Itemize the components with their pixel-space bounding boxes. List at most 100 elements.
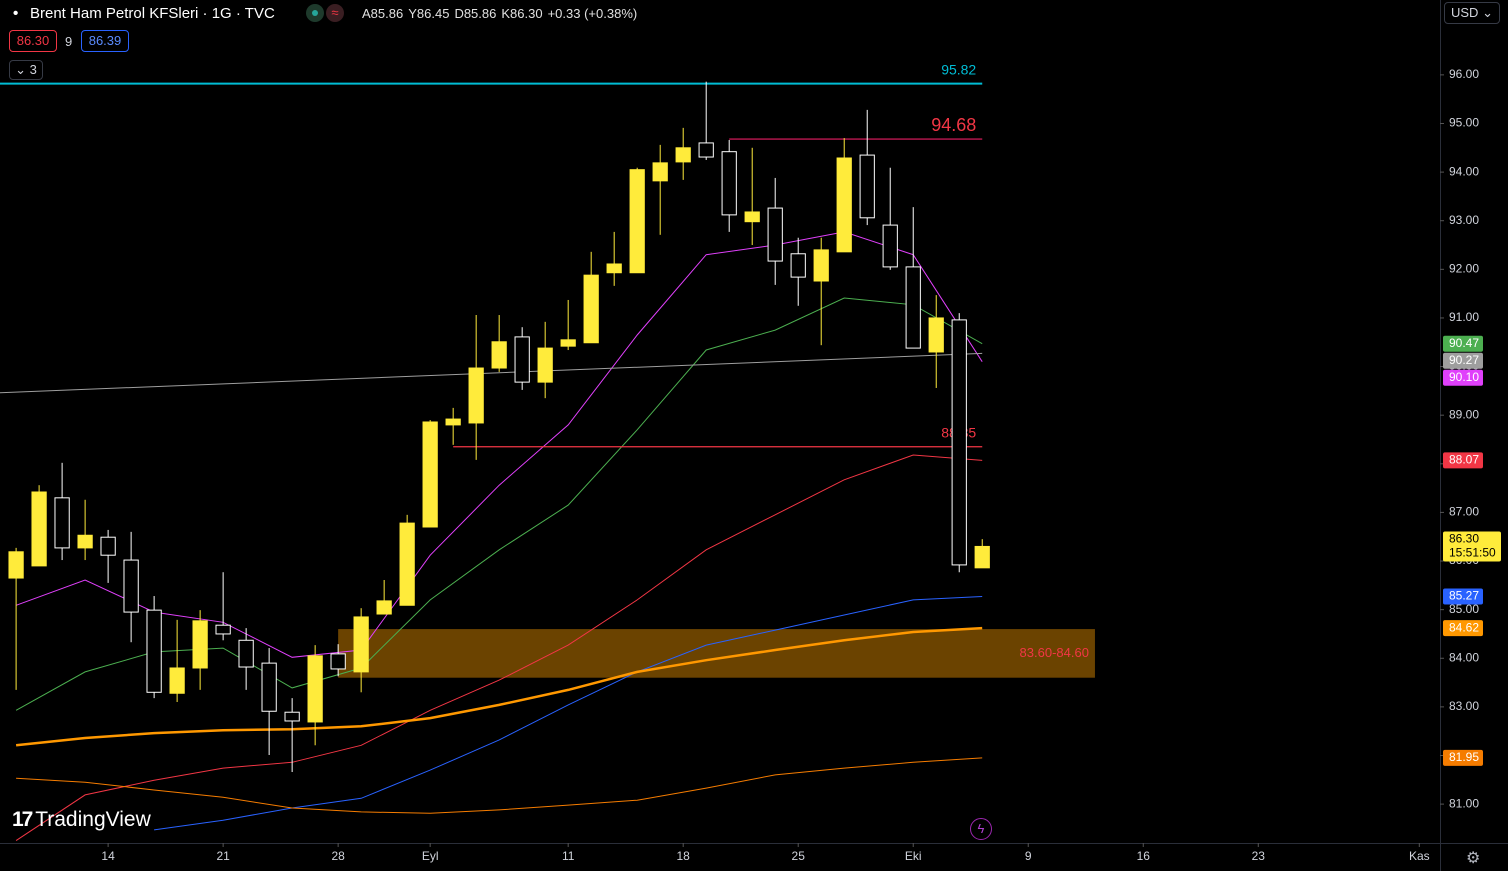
- price-tag: 90.10: [1443, 369, 1483, 386]
- zone-label: 83.60-84.60: [1020, 645, 1089, 660]
- moving-average: [15, 231, 983, 658]
- x-tick-label: 23: [1252, 849, 1266, 863]
- candle-body: [169, 667, 185, 694]
- price-tag: 85.27: [1443, 588, 1483, 605]
- logo[interactable]: 17 TradingView: [12, 808, 151, 832]
- candle-body: [537, 347, 553, 383]
- ask-button[interactable]: 86.39: [81, 30, 129, 52]
- candle-body: [215, 624, 231, 635]
- candle-body: [77, 534, 93, 549]
- price-tag-label: 88.07: [1449, 453, 1479, 467]
- change: +0.33 (+0.38%): [547, 6, 638, 21]
- price-tag: 90.47: [1443, 335, 1483, 352]
- price-tag-box: [1443, 452, 1483, 469]
- price-tag-box: [1443, 369, 1483, 386]
- indicators-toggle[interactable]: ⌄ 3: [9, 60, 43, 80]
- candle-body: [698, 142, 714, 158]
- x-tick-label: 16: [1137, 849, 1151, 863]
- price-tag-box: [1443, 335, 1483, 352]
- candle-body: [353, 616, 369, 673]
- candle-body: [583, 274, 599, 344]
- level-label: 94.68: [931, 115, 976, 135]
- x-tick-label: Eyl: [422, 849, 439, 863]
- currency: USD: [1451, 5, 1479, 20]
- x-tick-label: 28: [331, 849, 345, 863]
- price-tag-label: 15:51:50: [1449, 546, 1496, 560]
- ohlc-value: 86.45: [416, 6, 450, 21]
- ohlc-value: 85.86: [370, 6, 404, 21]
- moving-average: [15, 454, 983, 842]
- candle-body: [606, 263, 622, 274]
- x-tick-label: 14: [101, 849, 115, 863]
- candle-body: [675, 147, 691, 163]
- candle-body: [744, 211, 760, 223]
- ohlc-value: 85.86: [463, 6, 497, 21]
- candle-body: [629, 169, 645, 274]
- moving-average: [15, 626, 983, 747]
- price-tag-box: [1443, 620, 1483, 637]
- y-tick-label: 93.00: [1449, 213, 1479, 227]
- moving-average: [0, 352, 983, 394]
- y-tick-label: 91.00: [1449, 310, 1479, 324]
- ohlc-letter: K: [501, 6, 511, 21]
- y-tick-label: 89.00: [1449, 407, 1479, 421]
- level-label: 95.82: [941, 61, 976, 77]
- price-tag-label: 85.27: [1449, 589, 1479, 603]
- brand: TradingView: [35, 808, 151, 831]
- moving-average: [16, 757, 983, 814]
- price-tag-box: [1443, 531, 1501, 562]
- x-tick-label: Kas: [1409, 849, 1430, 863]
- lightning-icon[interactable]: ϟ: [970, 818, 992, 840]
- status-icon[interactable]: [306, 4, 324, 22]
- x-tick-label: 11: [562, 849, 575, 863]
- indicator-count: 3: [29, 62, 37, 77]
- x-tick-label: 18: [677, 849, 691, 863]
- y-tick-label: 94.00: [1449, 164, 1479, 178]
- candle-body: [560, 339, 576, 347]
- x-tick-label: 9: [1025, 849, 1032, 863]
- price-tag: 90.27: [1443, 352, 1483, 369]
- ohlc-letter: A: [362, 6, 371, 21]
- candle-body: [8, 551, 24, 579]
- y-tick-label: 83.00: [1449, 699, 1479, 713]
- candle-body: [376, 600, 392, 615]
- candle-body: [146, 609, 162, 693]
- candle-body: [54, 497, 70, 549]
- currency-select[interactable]: USD ⌄: [1444, 2, 1500, 24]
- candle-body: [468, 367, 484, 424]
- candle-body: [767, 207, 783, 262]
- candle-body: [721, 151, 737, 216]
- price-tag-label: 86.30: [1449, 532, 1479, 546]
- candle-body: [514, 336, 530, 383]
- y-tick-label: 96.00: [1449, 67, 1479, 81]
- price-tag: 84.62: [1443, 620, 1483, 637]
- market-icon[interactable]: ≈: [326, 4, 344, 22]
- candle-body: [491, 341, 507, 369]
- price-tag-label: 81.95: [1449, 750, 1479, 764]
- candle-body: [928, 317, 944, 353]
- price-tag-box: [1443, 588, 1483, 605]
- candle-body: [882, 224, 898, 268]
- bid-button[interactable]: 86.30: [9, 30, 57, 52]
- chevron: ⌄: [1482, 5, 1493, 20]
- candle-body: [261, 662, 277, 712]
- price-tag-box: [1443, 352, 1483, 369]
- candle-body: [31, 491, 47, 567]
- chevron: ⌄: [15, 62, 30, 77]
- price-tag-label: 90.47: [1449, 336, 1479, 350]
- settings-icon[interactable]: ⚙: [1466, 850, 1481, 867]
- candle-body: [859, 154, 875, 219]
- candle-body: [192, 620, 208, 669]
- price-tag-label: 90.27: [1449, 353, 1479, 367]
- price-tag-label: 90.10: [1449, 370, 1479, 384]
- x-tick-label: 21: [216, 849, 230, 863]
- symbol-title[interactable]: Brent Ham Petrol KFSleri · 1G · TVC: [30, 5, 275, 22]
- candle-body: [652, 162, 668, 182]
- price-tag: 88.07: [1443, 452, 1483, 469]
- y-tick-label: 81.00: [1449, 796, 1479, 810]
- zone: [338, 629, 1095, 678]
